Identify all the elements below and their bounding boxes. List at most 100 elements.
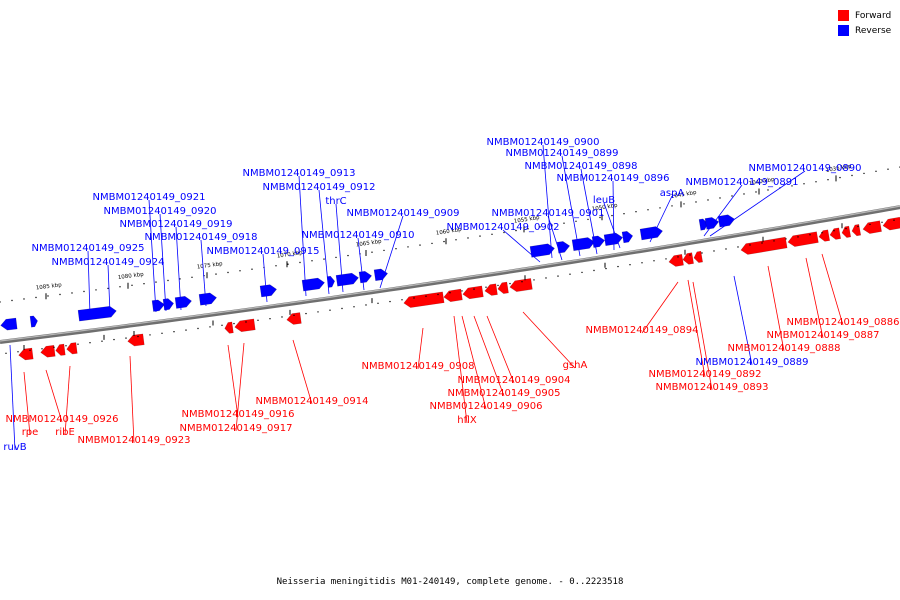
reverse-gene-arrow	[162, 298, 174, 311]
gene-label: NMBM01240149_0898	[525, 161, 638, 172]
ruler-dot	[251, 268, 253, 270]
forward-gene-arrow	[497, 281, 509, 294]
ruler-dot	[191, 276, 193, 278]
ruler-dot	[131, 284, 133, 286]
reverse-gene-arrow	[174, 296, 192, 309]
leader-line	[453, 315, 468, 424]
reverse-gene-arrow	[717, 214, 736, 228]
ruler-dot-lower	[77, 343, 79, 345]
ruler-dot	[419, 244, 421, 246]
genome-axis	[0, 205, 900, 344]
ruler-dot	[407, 246, 409, 248]
ruler-dot-lower	[821, 232, 823, 234]
leader-line	[175, 226, 182, 311]
ruler-dot-lower	[317, 311, 319, 313]
ruler-dot-lower	[581, 271, 583, 274]
ruler-dot-lower	[125, 337, 127, 339]
gene-label: NMBM01240149_0905	[448, 388, 561, 399]
forward-gene-arrow	[127, 333, 145, 347]
forward-gene-arrow	[862, 220, 882, 234]
ruler-tick-label: 1055 kbp	[514, 215, 541, 225]
ruler-tick-label: 1065 kbp	[356, 239, 383, 249]
gene-label: aspA	[660, 188, 685, 199]
forward-gene-arrow	[224, 321, 234, 334]
ruler-dot-lower	[185, 329, 187, 331]
ruler-dot-lower	[797, 236, 799, 238]
ruler-dot-lower	[281, 316, 283, 318]
gene-label: NMBM01240149_0891	[686, 177, 799, 188]
ruler-tick-label: 1040 kbp	[748, 177, 775, 187]
gene-label: NMBM01240149_0908	[362, 361, 475, 372]
ruler-dot	[35, 296, 37, 299]
leader-line	[473, 315, 505, 397]
ruler-dot-lower	[617, 265, 619, 268]
leader-line	[547, 215, 563, 261]
gene-label: NMBM01240149_0920	[104, 206, 217, 217]
leader-line	[129, 355, 135, 444]
ruler-tick-label: 1085 kbp	[36, 282, 63, 291]
ruler-dot-lower	[701, 252, 703, 254]
axis-highlight	[0, 205, 900, 342]
ruler-dot	[683, 203, 685, 205]
gene-label: NMBM01240149_0909	[347, 208, 460, 219]
ruler-dot	[635, 211, 637, 213]
ruler-dot-lower	[473, 288, 475, 290]
ruler-dot-lower	[845, 227, 847, 230]
forward-gene-arrow	[40, 345, 56, 358]
ruler-dot	[119, 286, 121, 288]
leader-line	[805, 257, 824, 339]
legend-item-reverse: Reverse	[838, 24, 898, 39]
leader-line	[649, 195, 673, 243]
ruler: 1085 kbp 1080 kbp 1075 kbp 1070 kbp 1065 kbp…	[0, 164, 900, 354]
gene-label: NMBM01240149_0910	[302, 230, 415, 241]
gene-label: NMBM01240149_0919	[120, 219, 233, 230]
ruler-dot	[95, 289, 97, 291]
leader-line	[235, 342, 245, 432]
leader-line	[502, 229, 541, 263]
ruler-dot-lower	[41, 348, 43, 350]
ruler-dot	[179, 278, 181, 280]
ruler-dot	[143, 283, 145, 285]
leader-line	[641, 281, 679, 334]
ruler-dot-lower	[173, 331, 175, 333]
leader-line	[417, 327, 424, 370]
leader-line	[767, 265, 785, 352]
ruler-dot-lower	[413, 297, 415, 299]
ruler-dot	[467, 237, 469, 239]
ruler-dot-lower	[209, 326, 211, 328]
ruler-dot-lower	[593, 269, 595, 272]
ruler-dot-lower	[17, 351, 19, 353]
ruler-dot	[23, 298, 25, 300]
ruler-dot-lower	[869, 223, 871, 226]
ruler-dot-lower	[29, 349, 31, 351]
gene-label: NMBM01240149_0887	[767, 330, 880, 341]
ruler-dot	[587, 218, 589, 221]
gene-label: NMBM01240149_0916	[182, 409, 295, 420]
ruler-dot-lower	[5, 352, 7, 354]
ruler-dot	[371, 251, 373, 253]
gene-label: NMBM01240149_0917	[180, 423, 293, 434]
ruler-dot	[695, 201, 697, 203]
gene-label: NMBM01240149_0899	[506, 148, 619, 159]
gene-label: NMBM01240149_0913	[243, 168, 356, 179]
forward-gene-arrow	[55, 343, 66, 356]
leader-line	[64, 365, 71, 436]
ruler-dot	[0, 301, 1, 303]
ruler-dot-lower	[221, 324, 223, 326]
leader-line	[522, 311, 576, 369]
ruler-dot-lower	[233, 322, 235, 325]
ruler-dot-lower	[389, 300, 391, 303]
leader-line	[262, 253, 268, 303]
ruler-dot	[707, 199, 709, 201]
forward-gene-arrow	[18, 347, 34, 361]
ruler-dot-lower	[653, 260, 655, 262]
ruler-dot	[503, 231, 505, 234]
ruler-dot-lower	[557, 275, 559, 277]
ruler-dot-lower	[305, 312, 307, 315]
gene-label: rpe	[22, 427, 39, 438]
ruler-dot-lower	[269, 318, 271, 320]
gene-label: NMBM01240149_0925	[32, 243, 145, 254]
ruler-dot-lower	[545, 277, 547, 279]
ruler-dot	[11, 299, 13, 302]
